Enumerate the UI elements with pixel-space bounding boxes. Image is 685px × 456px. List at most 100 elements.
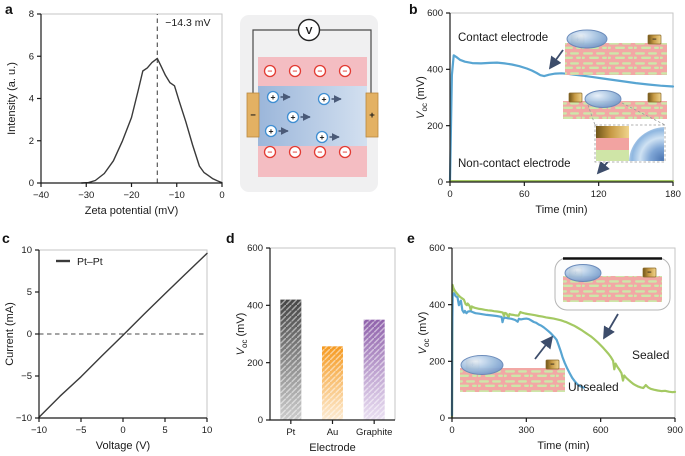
- negative-charge-icon: [263, 145, 277, 159]
- svg-text:+: +: [269, 126, 274, 136]
- sealed-device: +−: [563, 264, 662, 302]
- x-tick-label: 60: [519, 189, 530, 200]
- y-axis-title: Voc (mV): [415, 76, 429, 119]
- electrode-layer: [596, 126, 629, 138]
- left-electrode: [246, 92, 260, 138]
- y-tick-label: 6: [29, 51, 34, 62]
- plot-frame: [41, 13, 223, 183]
- y-tick-label: 600: [247, 243, 263, 254]
- negative-charge-icon: [263, 64, 277, 78]
- iv-curve-chart: −10 −5 0 5 10 −10 −5 0 5 10 Voltage (V) Current (mA…: [4, 245, 212, 452]
- positive-ion-icon: [286, 110, 300, 124]
- x-axis-title: Electrode: [309, 442, 355, 454]
- svg-text:−: −: [268, 66, 273, 76]
- y-axis-title: Intensity (a. u.): [6, 62, 18, 135]
- y-tick-label: 10: [21, 245, 32, 256]
- panel-label-e: e: [407, 230, 415, 246]
- x-axis-title: Zeta potential (mV): [85, 205, 179, 217]
- zeta-potential-chart: −14.3 mV −40 −30 −20 −10 0 0 2 4 6 8 Zeta potential…: [6, 9, 225, 217]
- x-tick-label: 900: [667, 425, 683, 436]
- annotation-arrow: [534, 335, 554, 360]
- electrode-bar-chart: Pt Au Graphite 0 200 400 600 Electrode Voc (mV): [235, 243, 396, 454]
- series-pt-pt: [38, 252, 208, 418]
- svg-text:+: +: [271, 92, 276, 102]
- x-tick-label: 180: [665, 189, 681, 200]
- y-tick-label: 0: [438, 177, 443, 188]
- y-axis-title: Current (mA): [4, 302, 16, 366]
- voc-time-contact-chart: 0 60 120 180 0 200 400 600 Time (min) Voc (mV) Con…: [415, 8, 681, 216]
- x-tick-label: −40: [33, 190, 49, 201]
- contact-device-inset: +−: [565, 29, 667, 75]
- y-tick-label: 0: [27, 329, 32, 340]
- svg-text:−: −: [268, 147, 273, 157]
- bar-category-label: Au: [327, 427, 339, 438]
- bar-hatch: [363, 319, 385, 420]
- x-tick-label: 600: [593, 425, 609, 436]
- series-contact-electrode: [448, 54, 675, 182]
- x-tick-label: −30: [78, 190, 94, 201]
- bar-category-label: Graphite: [356, 427, 392, 438]
- y-tick-label: −10: [16, 413, 32, 424]
- plot-frame: [270, 247, 396, 420]
- water-droplet: [566, 29, 608, 49]
- y-tick-label: 2: [29, 136, 34, 147]
- minus-sign: −: [550, 360, 555, 369]
- y-tick-label: 600: [427, 8, 443, 19]
- panel-label-c: c: [2, 230, 10, 246]
- voc-time-sealing-chart: 0 300 600 900 0 200 400 600 Time (min) Voc (mV) Un…: [417, 243, 683, 452]
- y-axis-title: Voc (mV): [417, 312, 431, 355]
- bar-hatch: [280, 299, 302, 420]
- zoom-connector: [587, 104, 596, 126]
- minus-sign: −: [652, 35, 657, 44]
- legend-label: Pt–Pt: [77, 256, 103, 268]
- negative-electrode: [642, 267, 657, 278]
- bar-hatch: [322, 346, 343, 420]
- y-tick-label: 0: [29, 178, 34, 189]
- negative-charge-icon: [313, 64, 327, 78]
- series-unsealed: [450, 292, 585, 417]
- plot-frame: [39, 249, 208, 418]
- svg-text:−: −: [343, 147, 348, 157]
- x-axis-title: Time (min): [535, 204, 587, 216]
- y-tick-label: 4: [29, 94, 34, 105]
- plot-frame: [452, 247, 676, 418]
- positive-ion-icon: [264, 124, 278, 138]
- negative-charge-icon: [288, 145, 302, 159]
- series-intensity: [80, 57, 223, 184]
- water-droplet: [564, 264, 602, 282]
- water-meniscus: [629, 127, 664, 161]
- curve-label: Unsealed: [568, 380, 619, 394]
- svg-text:−: −: [318, 147, 323, 157]
- svg-text:−: −: [318, 66, 323, 76]
- voltmeter-icon: [297, 18, 321, 42]
- panel-label-b: b: [409, 1, 418, 17]
- membrane-layer: [596, 138, 629, 150]
- positive-electrode: [568, 92, 583, 103]
- y-tick-label: 200: [429, 357, 445, 368]
- annotation-arrow: [548, 49, 564, 70]
- svg-text:−: −: [293, 147, 298, 157]
- x-axis-title: Time (min): [537, 440, 589, 452]
- left-electrode-sign: −: [250, 110, 256, 121]
- svg-text:−: −: [293, 66, 298, 76]
- non-contact-device-inset: [563, 90, 667, 119]
- series-sealed: [450, 283, 677, 418]
- x-tick-label: 0: [447, 189, 452, 200]
- curve-label: Contact electrode: [458, 32, 548, 44]
- interface-zoom-box: [594, 124, 666, 163]
- negative-charge-icon: [338, 64, 352, 78]
- svg-text:+: +: [322, 94, 327, 104]
- positive-ion-icon: [315, 130, 329, 144]
- y-tick-label: 200: [427, 121, 443, 132]
- x-tick-label: −10: [31, 425, 47, 436]
- x-tick-label: −10: [169, 190, 185, 201]
- axes: [40, 14, 222, 184]
- panel-label-d: d: [226, 230, 235, 246]
- x-tick-label: 0: [120, 425, 125, 436]
- curve-label: Non-contact electrode: [458, 158, 571, 170]
- x-axis-title: Voltage (V): [96, 440, 150, 452]
- x-tick-label: 300: [518, 425, 534, 436]
- wire-left: [252, 29, 298, 95]
- x-tick-label: 0: [449, 425, 454, 436]
- plot-frame: [450, 12, 674, 182]
